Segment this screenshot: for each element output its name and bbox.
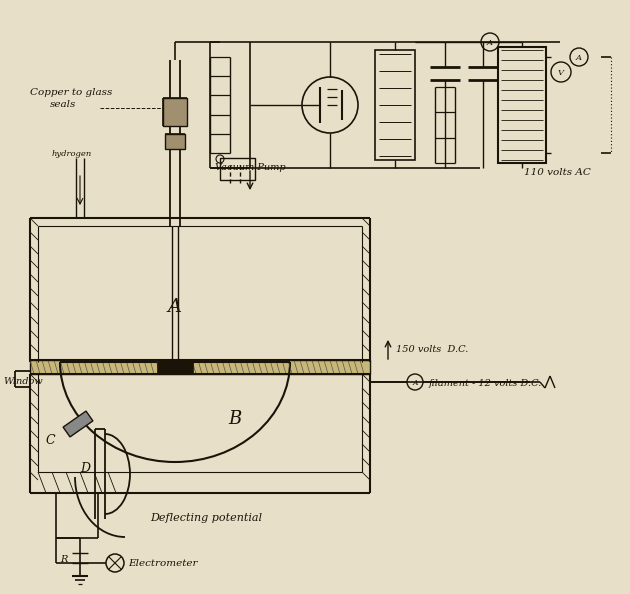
Text: A: A (576, 54, 582, 62)
Text: seals: seals (50, 100, 76, 109)
Bar (63, 411, 93, 437)
Text: C: C (46, 434, 55, 447)
Bar (220, 158, 255, 180)
Text: Deflecting potential: Deflecting potential (150, 513, 262, 523)
Text: filament - 12 volts D.C.: filament - 12 volts D.C. (429, 378, 542, 387)
Text: B: B (228, 410, 242, 428)
Text: Vacuum Pump: Vacuum Pump (215, 163, 285, 172)
Bar (165, 134, 185, 149)
Text: Copper to glass: Copper to glass (30, 88, 112, 97)
Text: hydrogen: hydrogen (52, 150, 92, 158)
Bar (375, 50, 415, 160)
Bar (30, 360, 370, 374)
Text: R: R (60, 555, 68, 564)
Bar (157, 360, 193, 374)
Text: A: A (168, 298, 182, 316)
Text: Electrometer: Electrometer (128, 560, 197, 568)
Text: Window: Window (3, 377, 43, 386)
Bar (498, 47, 546, 163)
Text: V: V (558, 69, 564, 77)
Text: A: A (412, 379, 418, 387)
Text: 150 volts  D.C.: 150 volts D.C. (396, 345, 468, 353)
Text: 110 volts AC: 110 volts AC (524, 168, 591, 177)
Bar (163, 98, 187, 126)
Text: A: A (487, 39, 493, 47)
Text: D: D (80, 463, 90, 476)
